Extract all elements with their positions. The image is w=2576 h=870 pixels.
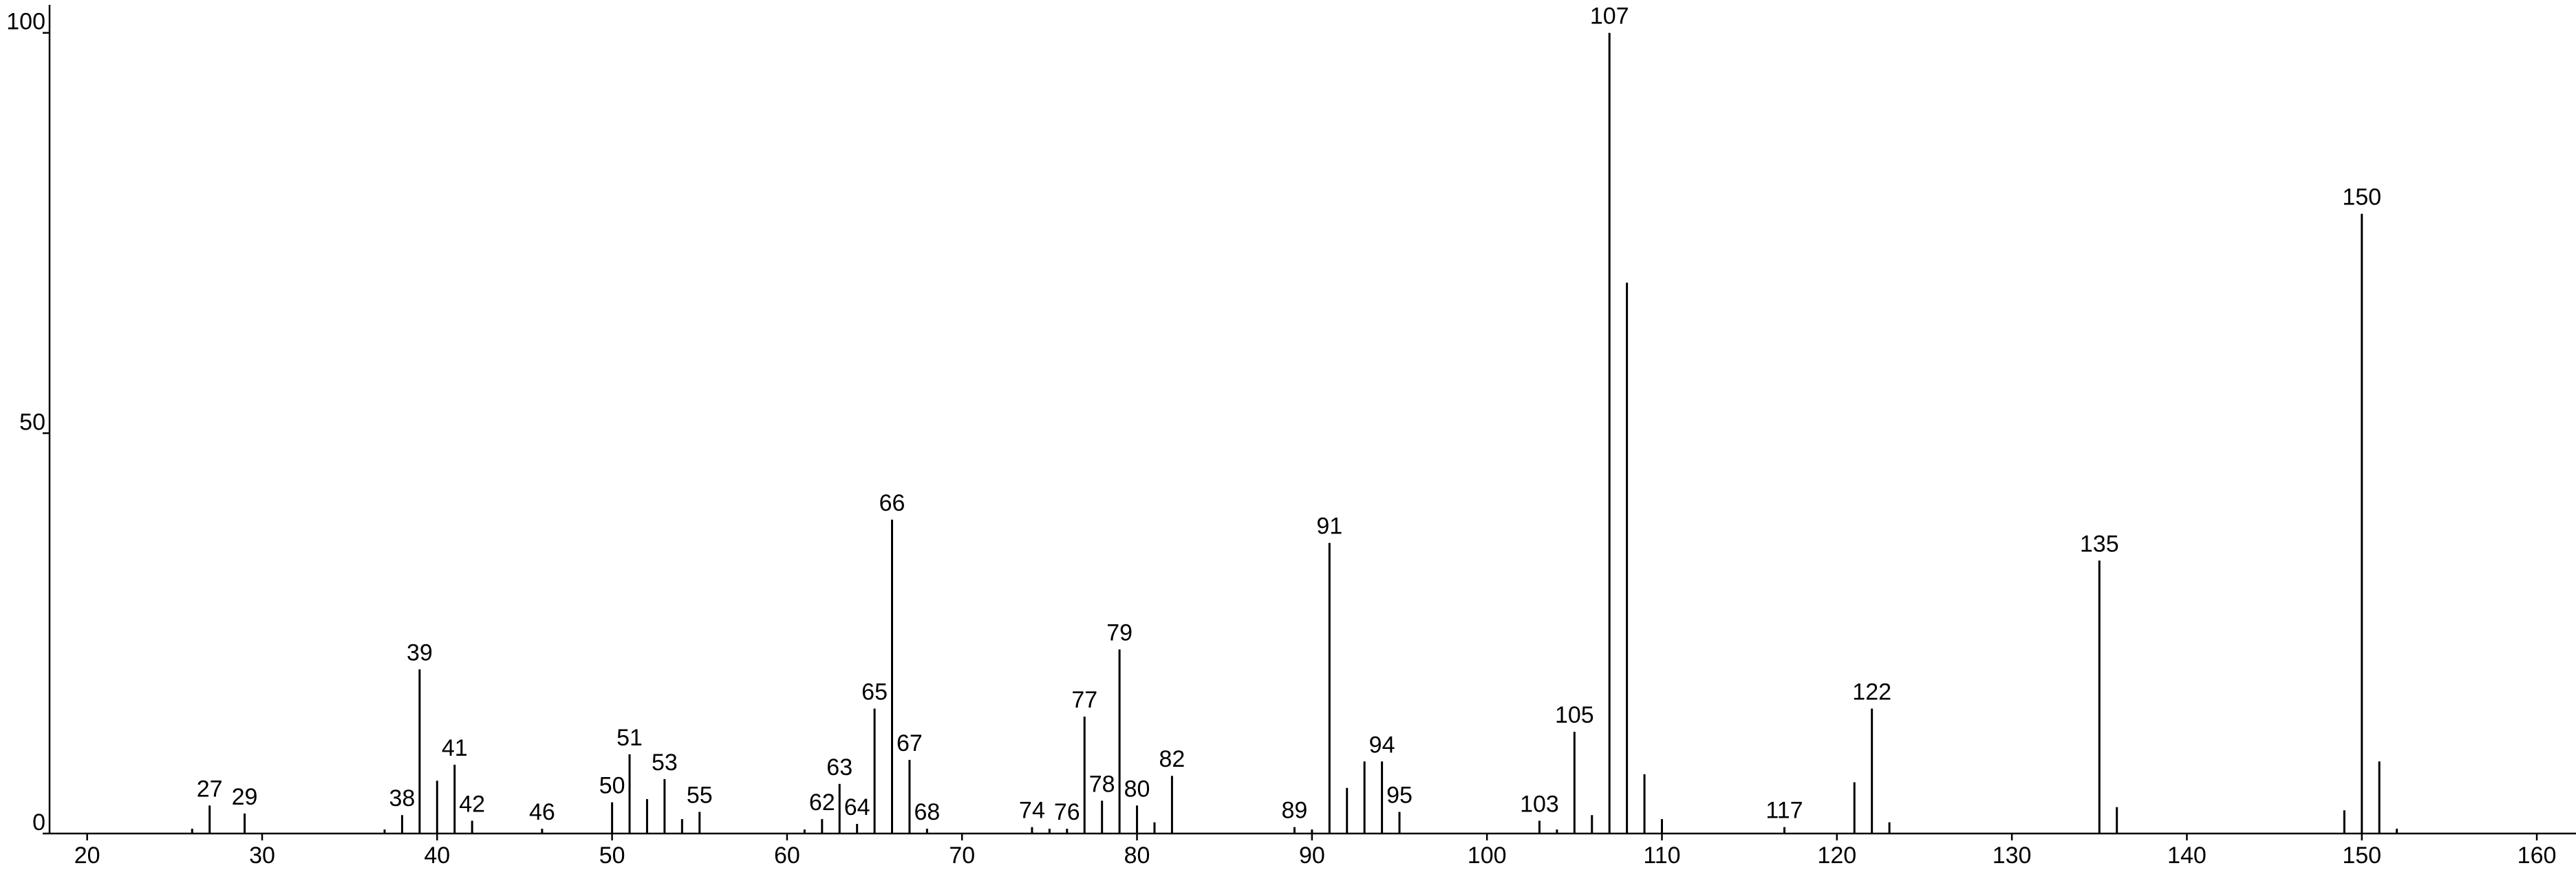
y-tick-label: 100	[6, 9, 45, 35]
peak-label: 65	[861, 679, 888, 705]
peak-label: 107	[1590, 3, 1629, 30]
peak-label: 39	[407, 640, 433, 666]
peak-label: 76	[1054, 799, 1080, 825]
peak-label: 117	[1765, 798, 1803, 824]
peak-label: 68	[914, 799, 940, 825]
peak-label: 50	[599, 773, 625, 799]
x-tick-label: 30	[249, 842, 275, 869]
x-tick-label: 120	[1817, 842, 1856, 869]
peak-label: 62	[809, 789, 835, 816]
x-tick-label: 130	[1993, 842, 2032, 869]
peak-label: 94	[1369, 732, 1395, 758]
peak-label: 150	[2342, 184, 2381, 211]
peak-label: 63	[826, 754, 852, 781]
y-tick-label: 0	[32, 809, 45, 836]
x-tick-label: 60	[774, 842, 800, 869]
x-tick-label: 100	[1468, 842, 1507, 869]
x-tick-label: 150	[2342, 842, 2381, 869]
peak-label: 82	[1159, 746, 1185, 772]
x-tick-label: 110	[1643, 842, 1680, 869]
peak-label: 135	[2080, 531, 2119, 557]
peak-label: 80	[1124, 776, 1150, 802]
peak-label: 42	[459, 791, 485, 817]
y-tick-label: 50	[19, 409, 45, 435]
peak-label: 79	[1106, 619, 1133, 646]
peak-label: 38	[389, 785, 416, 811]
peak-label: 95	[1386, 783, 1413, 809]
peak-label: 77	[1071, 687, 1097, 713]
peak-label: 66	[879, 490, 905, 516]
peak-label: 53	[652, 750, 678, 776]
x-tick-label: 20	[74, 842, 100, 869]
peak-label: 55	[687, 783, 713, 809]
x-tick-label: 160	[2518, 842, 2557, 869]
x-tick-label: 80	[1124, 842, 1150, 869]
peak-label: 67	[897, 730, 923, 756]
peak-label: 41	[442, 735, 468, 761]
x-tick-label: 90	[1299, 842, 1325, 869]
peak-label: 78	[1089, 771, 1115, 797]
x-tick-label: 140	[2167, 842, 2207, 869]
peak-label: 91	[1316, 513, 1342, 540]
peak-label: 51	[616, 725, 643, 751]
x-tick-label: 50	[599, 842, 625, 869]
peak-label: 64	[844, 794, 870, 820]
peak-label: 27	[197, 776, 223, 802]
peak-label: 46	[529, 799, 555, 825]
peak-label: 74	[1019, 798, 1045, 824]
peak-label: 103	[1520, 791, 1559, 817]
peak-label: 29	[232, 784, 258, 810]
peak-label: 89	[1282, 798, 1308, 824]
peak-label: 122	[1852, 679, 1891, 705]
x-tick-label: 70	[949, 842, 975, 869]
peak-label: 105	[1555, 702, 1594, 728]
x-tick-label: 40	[424, 842, 450, 869]
